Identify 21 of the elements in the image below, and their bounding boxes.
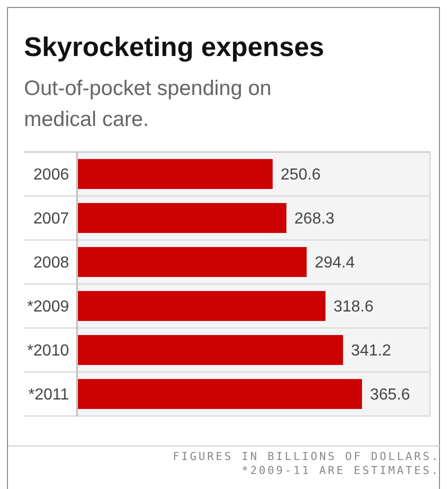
data-label: 318.6 [333, 298, 374, 316]
chart-title: Skyrocketing expenses [24, 32, 324, 62]
data-label: 365.6 [370, 386, 410, 404]
y-tick-label: 2008 [33, 254, 70, 272]
y-tick-label: *2010 [27, 342, 70, 360]
bar [78, 247, 307, 277]
chart-subtitle: Out-of-pocket spending on medical care. [24, 77, 272, 131]
bar [78, 291, 326, 321]
data-label: 341.2 [351, 342, 392, 360]
y-tick-label: *2011 [28, 386, 70, 404]
bar [78, 159, 273, 189]
y-tick-label: 2006 [33, 166, 70, 184]
y-tick-label: 2007 [33, 210, 70, 228]
bar [78, 335, 344, 365]
data-label: 268.3 [294, 210, 335, 228]
data-label: 294.4 [314, 254, 355, 272]
text: FIGURES IN BILLIONS OF DOLLARS. *2009-11 ARE ESTIMATES. [172, 450, 440, 477]
bar [78, 379, 362, 409]
y-tick-label: *2009 [27, 298, 70, 316]
data-label: 250.6 [280, 166, 321, 184]
bar [78, 203, 286, 233]
